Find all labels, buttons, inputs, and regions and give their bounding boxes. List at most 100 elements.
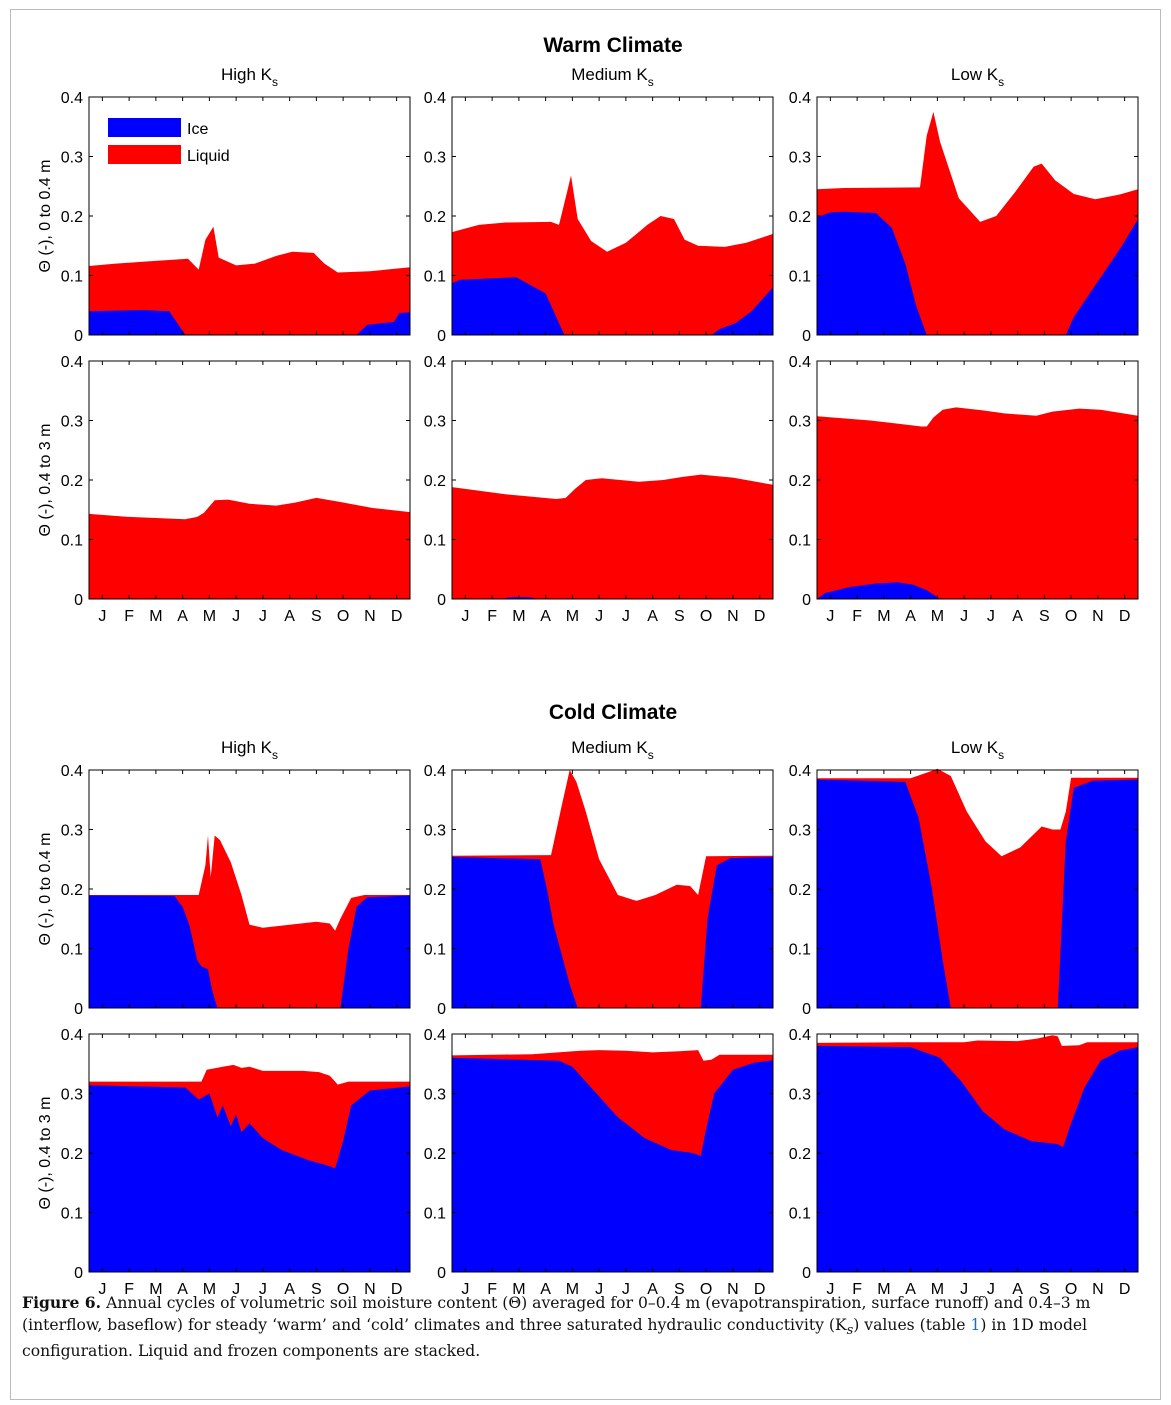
- caption-text-3: ) in 1D model configuration. Liquid and …: [22, 1315, 1088, 1361]
- y-tick-label: 0.4: [424, 354, 446, 371]
- x-tick-label: J: [259, 1281, 267, 1298]
- plot-panel: 0 0.1 0.2 0.3 0.4: [424, 90, 774, 345]
- x-tick-label: O: [337, 608, 349, 625]
- x-tick-label: J: [960, 608, 968, 625]
- x-tick-label: S: [674, 1281, 685, 1298]
- x-tick-label: J: [595, 608, 603, 625]
- y-tick-label: 0.3: [789, 414, 811, 431]
- x-tick-label: M: [512, 608, 525, 625]
- plot-panel: 00.10.20.30.4J F M A M J J A S O N D: [61, 354, 411, 625]
- x-tick-label: F: [487, 1281, 497, 1298]
- x-tick-label: N: [1092, 1281, 1104, 1298]
- legend-swatch: [108, 145, 181, 164]
- x-tick-label: O: [700, 1281, 712, 1298]
- x-tick-label: M: [203, 608, 216, 625]
- x-tick-label: D: [754, 608, 766, 625]
- x-tick-label: J: [461, 1281, 469, 1298]
- y-tick-label: 0.3: [61, 414, 83, 431]
- x-tick-label: J: [826, 608, 834, 625]
- x-tick-label: F: [852, 1281, 862, 1298]
- y-tick-label: 0.1: [424, 942, 446, 959]
- x-tick-label: A: [905, 1281, 916, 1298]
- ice-area: [89, 1085, 410, 1272]
- column-title: High Ks: [221, 65, 278, 89]
- y-tick-label: 0.3: [424, 1087, 446, 1104]
- y-tick-label: 0.1: [61, 1206, 83, 1223]
- y-tick-label: 0.4: [424, 763, 446, 780]
- plot-panel: 00.10.20.30.4J F M A M J J A S O N D: [789, 354, 1139, 625]
- column-title-subscript: s: [998, 748, 1004, 762]
- x-tick-label: M: [566, 608, 579, 625]
- x-tick-label: A: [647, 608, 658, 625]
- y-tick-label: 0.2: [61, 1146, 83, 1163]
- x-tick-label: N: [364, 1281, 376, 1298]
- x-tick-label: A: [540, 1281, 551, 1298]
- x-tick-label: J: [98, 608, 106, 625]
- caption-label: Figure 6.: [22, 1293, 102, 1312]
- x-tick-label: M: [512, 1281, 525, 1298]
- y-tick-label: 0.2: [61, 209, 83, 226]
- plot-panel: 00.10.20.30.4J F M A M J J A S O N D: [789, 1027, 1139, 1298]
- y-axis-label: Θ (-), 0.4 to 3 m: [37, 424, 54, 537]
- x-tick-label: J: [232, 608, 240, 625]
- y-tick-label: 0.2: [424, 209, 446, 226]
- y-tick-label: 0.2: [61, 473, 83, 490]
- x-tick-label: M: [149, 608, 162, 625]
- figure-border: [10, 9, 1161, 1400]
- x-tick-label: J: [232, 1281, 240, 1298]
- liquid-area: [89, 226, 410, 335]
- x-tick-label: N: [364, 608, 376, 625]
- table-link[interactable]: 1: [970, 1315, 981, 1334]
- y-tick-label: 0.3: [61, 150, 83, 167]
- column-title-subscript: s: [648, 748, 654, 762]
- y-tick-label: 0.3: [61, 823, 83, 840]
- y-tick-label: 0: [802, 328, 811, 345]
- plot-panel: 0 0.1 0.2 0.3 0.4: [424, 763, 774, 1018]
- liquid-area: [89, 497, 410, 599]
- ice-area: [817, 582, 1138, 599]
- y-tick-label: 0.3: [61, 1087, 83, 1104]
- y-tick-label: 0.1: [61, 533, 83, 550]
- x-tick-label: M: [931, 1281, 944, 1298]
- y-tick-label: 0.4: [789, 90, 811, 107]
- column-title-subscript: s: [648, 75, 654, 89]
- ice-area: [817, 779, 1138, 1008]
- x-tick-label: A: [284, 1281, 295, 1298]
- x-tick-label: S: [1039, 608, 1050, 625]
- ice-area: [452, 1057, 773, 1272]
- x-tick-label: D: [1119, 1281, 1131, 1298]
- y-tick-label: 0: [437, 1001, 446, 1018]
- y-tick-label: 0.4: [61, 90, 83, 107]
- y-tick-label: 0.4: [61, 763, 83, 780]
- x-tick-label: J: [987, 608, 995, 625]
- x-tick-label: J: [461, 608, 469, 625]
- x-tick-label: S: [1039, 1281, 1050, 1298]
- y-tick-label: 0.4: [61, 1027, 83, 1044]
- column-title: Low Ks: [951, 65, 1004, 89]
- y-tick-label: 0.3: [789, 823, 811, 840]
- y-tick-label: 0.1: [61, 269, 83, 286]
- x-tick-label: N: [727, 608, 739, 625]
- figure-caption: Figure 6. Annual cycles of volumetric so…: [22, 1292, 1147, 1363]
- y-tick-label: 0.4: [789, 354, 811, 371]
- liquid-area: [452, 474, 773, 599]
- y-tick-label: 0: [802, 1265, 811, 1282]
- chart-group: Warm Climate High Ks Medium Ks Low Ks Θ (-),…: [37, 34, 1139, 625]
- y-tick-label: 0: [437, 1265, 446, 1282]
- x-tick-label: J: [259, 608, 267, 625]
- x-tick-label: D: [391, 608, 403, 625]
- y-tick-label: 0.1: [61, 942, 83, 959]
- x-tick-label: F: [124, 608, 134, 625]
- x-tick-label: J: [622, 1281, 630, 1298]
- column-title-subscript: s: [272, 748, 278, 762]
- legend-label: Liquid: [187, 148, 230, 165]
- plot-panel: 0 0.1 0.2 0.3 0.4: [61, 763, 411, 1018]
- x-tick-label: D: [1119, 608, 1131, 625]
- legend-label: Ice: [187, 121, 208, 138]
- x-tick-label: M: [203, 1281, 216, 1298]
- x-tick-label: F: [487, 608, 497, 625]
- y-tick-label: 0.1: [424, 269, 446, 286]
- x-tick-label: J: [987, 1281, 995, 1298]
- y-tick-label: 0.3: [424, 823, 446, 840]
